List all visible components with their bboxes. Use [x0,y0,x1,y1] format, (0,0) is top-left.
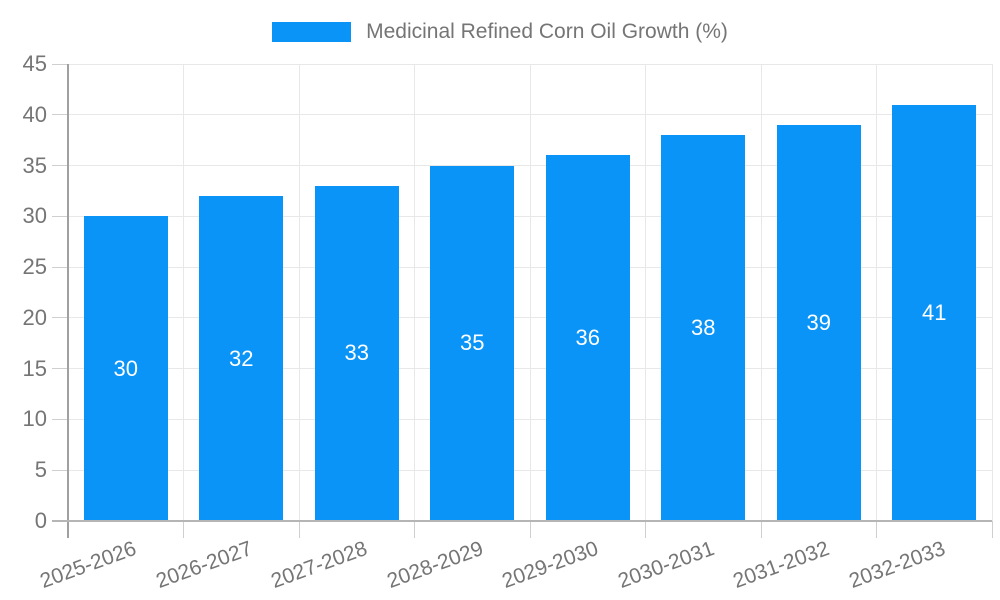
bar-2026-2027[interactable]: 32 [199,196,284,521]
y-axis-label: 20 [22,304,47,330]
x-axis-label: 2032-2033 [845,537,949,593]
x-axis-tick [991,521,993,538]
x-gridline [414,64,415,521]
bar-value-label: 35 [460,330,485,356]
y-axis-tick [52,317,68,319]
legend-swatch-icon [272,22,352,42]
bar-value-label: 41 [922,299,947,325]
x-gridline [760,64,762,521]
y-axis-tick [52,114,68,116]
bar-value-label: 38 [691,315,716,341]
y-axis-label: 25 [22,254,47,280]
bar-2031-2032[interactable]: 39 [776,124,861,521]
legend[interactable]: Medicinal Refined Corn Oil Growth (%) [0,20,1000,44]
x-axis-tick [529,521,531,538]
y-axis-tick [52,469,68,471]
bar-2030-2031[interactable]: 38 [661,135,746,521]
x-axis-tick [760,521,762,538]
bar-value-label: 32 [229,345,254,371]
bar-2028-2029[interactable]: 35 [430,165,515,521]
x-axis-tick [183,521,184,538]
x-axis-label: 2030-2031 [614,537,718,593]
x-gridline [991,64,993,521]
bar-2025-2026[interactable]: 30 [83,216,168,521]
y-axis-tick [52,63,68,65]
x-axis-tick [645,521,646,538]
y-axis-line [67,64,69,538]
y-axis-label: 5 [34,457,47,483]
x-axis-tick [298,521,300,538]
bar-2029-2030[interactable]: 36 [545,155,630,521]
x-gridline [529,64,531,521]
y-axis-label: 35 [22,152,47,178]
bar-value-label: 30 [113,355,138,381]
bar-value-label: 33 [344,340,369,366]
x-axis-label: 2028-2029 [383,537,487,593]
bar-2032-2033[interactable]: 41 [892,104,977,521]
y-axis-label: 40 [22,101,47,127]
x-axis-label: 2025-2026 [37,537,140,593]
x-axis-label: 2031-2032 [730,537,833,593]
y-axis-label: 45 [22,51,47,76]
x-axis-label: 2029-2030 [499,537,602,593]
y-axis-tick [52,165,68,167]
x-gridline [876,64,877,521]
bar-2027-2028[interactable]: 33 [314,185,399,521]
bar-value-label: 36 [575,325,600,351]
x-axis-line [52,520,992,522]
x-axis-label: 2027-2028 [268,537,371,593]
y-axis-tick [52,418,68,420]
x-gridline [298,64,300,521]
bar-value-label: 39 [806,309,831,335]
y-axis-label: 10 [22,406,47,432]
y-axis-tick [52,266,68,268]
y-axis-label: 0 [34,508,47,533]
x-axis-label: 2026-2027 [152,537,256,593]
x-gridline [183,64,184,521]
x-axis-tick [876,521,877,538]
plot-area: 0 5 10 15 20 25 30 35 40 45 30 32 33 35 36 38 39 41 2025-2… [23,51,993,593]
y-axis-tick [52,368,68,370]
y-axis-label: 30 [22,203,47,229]
y-axis-label: 15 [22,355,47,381]
x-gridline [645,64,646,521]
y-axis-tick [52,215,68,217]
x-axis-tick [414,521,415,538]
legend-label: Medicinal Refined Corn Oil Growth (%) [366,20,728,43]
